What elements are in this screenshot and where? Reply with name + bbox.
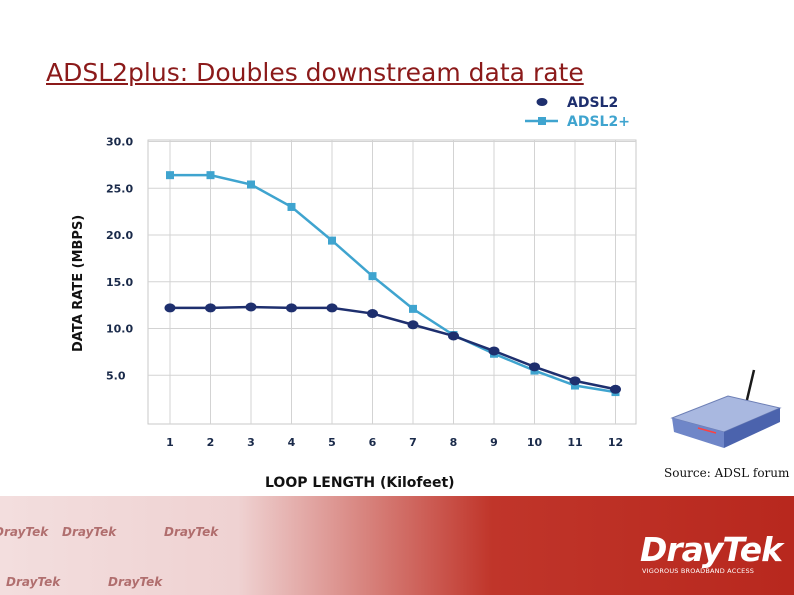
x-tick-labels: 1 2 3 4 5 6 7 8 9 10 11 12 xyxy=(166,436,623,449)
slide-title: ADSL2plus: Doubles downstream data rate xyxy=(46,58,584,87)
data-point xyxy=(367,309,378,319)
data-point xyxy=(205,303,216,313)
data-point xyxy=(407,320,419,330)
y-tick-label: 5.0 xyxy=(106,369,126,382)
data-point xyxy=(529,362,540,372)
watermark: DrayTek xyxy=(0,525,49,539)
watermark: DrayTek xyxy=(62,525,117,539)
watermark: DrayTek xyxy=(6,575,61,589)
x-tick-label: 9 xyxy=(490,436,498,449)
logo-tagline: VIGOROUS BROADBAND ACCESS xyxy=(642,567,755,575)
data-point xyxy=(610,384,621,394)
data-point xyxy=(166,171,174,180)
x-tick-label: 10 xyxy=(527,436,543,449)
x-tick-label: 2 xyxy=(207,436,215,449)
legend-label: ADSL2+ xyxy=(567,114,630,130)
legend-label: ADSL2 xyxy=(567,95,618,111)
x-tick-label: 1 xyxy=(166,436,174,449)
footer-banner: DrayTek DrayTek DrayTek DrayTek DrayTek xyxy=(0,496,794,595)
data-point xyxy=(326,303,338,313)
watermark: DrayTek xyxy=(164,525,219,539)
x-tick-label: 8 xyxy=(450,436,458,449)
legend: ADSL2 ADSL2+ xyxy=(525,95,630,130)
grid-lines xyxy=(148,140,636,424)
router-antenna xyxy=(744,369,756,405)
data-point xyxy=(488,346,500,356)
legend-marker xyxy=(536,98,548,106)
series-line-adsl2 xyxy=(170,305,616,391)
y-tick-label: 20.0 xyxy=(106,229,133,242)
router-led xyxy=(697,427,717,434)
y-tick-label: 25.0 xyxy=(106,182,133,195)
router-image xyxy=(670,369,782,448)
series-layer xyxy=(164,171,621,397)
x-tick-label: 12 xyxy=(608,436,623,449)
x-tick-label: 7 xyxy=(409,436,417,449)
watermark: DrayTek xyxy=(108,575,163,589)
y-tick-label: 10.0 xyxy=(106,323,133,336)
router-front xyxy=(672,418,724,448)
data-rate-chart: 1 2 3 4 5 6 7 8 9 10 11 12 5.010.015.020.025.030.0 … xyxy=(71,95,637,491)
series-line-adsl2plus xyxy=(170,173,616,394)
data-point xyxy=(328,236,336,245)
data-point xyxy=(448,331,459,341)
x-tick-label: 5 xyxy=(328,436,336,449)
data-point xyxy=(286,303,297,313)
data-point xyxy=(569,376,581,386)
data-point xyxy=(247,180,255,189)
source-note: Source: ADSL forum xyxy=(664,466,790,480)
data-point xyxy=(409,304,417,313)
y-tick-label: 15.0 xyxy=(106,276,133,289)
y-axis-title: DATA RATE (MBPS) xyxy=(71,215,86,352)
x-tick-label: 3 xyxy=(247,436,255,449)
x-tick-label: 11 xyxy=(567,436,582,449)
data-point xyxy=(245,302,257,312)
router-side xyxy=(724,408,780,448)
x-tick-label: 4 xyxy=(288,436,296,449)
y-tick-labels: 5.0 10.0 15.0 20.0 25.0 30.0 xyxy=(106,136,133,383)
data-point xyxy=(571,381,579,390)
data-point xyxy=(164,303,176,313)
x-axis-title: LOOP LENGTH (Kilofeet) xyxy=(265,475,455,491)
x-tick-label: 6 xyxy=(369,436,377,449)
data-point xyxy=(287,202,296,211)
legend-marker xyxy=(538,117,546,125)
data-point xyxy=(368,272,377,281)
data-point xyxy=(206,171,215,180)
y-tick-label: 30.0 xyxy=(106,136,133,149)
draytek-logo: DrayTek xyxy=(640,530,783,569)
